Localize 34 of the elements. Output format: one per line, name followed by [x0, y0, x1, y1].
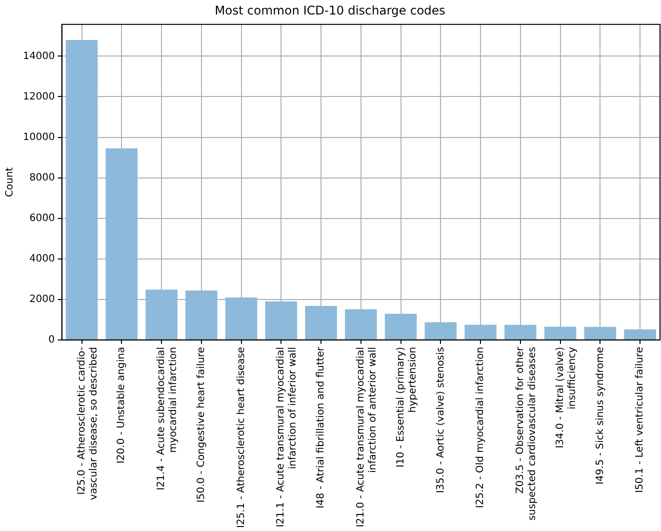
y-axis-title: Count [4, 167, 16, 197]
x-tick-label: I50.0 - Congestive heart failure [196, 346, 207, 503]
bar [265, 301, 298, 340]
bar [544, 326, 576, 340]
bar [464, 324, 496, 340]
bar [424, 322, 457, 340]
x-tick-label: I20.0 - Unstable angina [116, 346, 128, 464]
x-tick-label: I25.2 - Old myocardial infarction [475, 346, 486, 508]
chart-title: Most common ICD-10 discharge codes [214, 3, 446, 18]
y-tick-label: 0 [48, 334, 55, 346]
y-tick-label: 8000 [29, 172, 55, 184]
bar [305, 306, 337, 340]
bar [504, 324, 536, 340]
bar [185, 290, 218, 340]
bar [624, 329, 656, 340]
y-tick-label: 14000 [23, 50, 55, 62]
bar [146, 290, 178, 340]
y-tick-label: 2000 [29, 294, 55, 305]
x-tick-label: I25.0 - Atherosclerotic cardio- vascular disease, so described [76, 346, 100, 500]
y-tick-label: 6000 [29, 212, 55, 224]
bar [584, 326, 616, 340]
bar [344, 309, 377, 340]
x-tick-label: I35.0 - Aortic (valve) stenosis [435, 346, 446, 494]
bar [384, 314, 417, 340]
bar [66, 40, 98, 340]
x-tick-label: I25.1 - Atherosclerotic heart disease [236, 346, 247, 528]
bar [106, 148, 138, 340]
bar [225, 298, 258, 340]
x-tick-label: I50.1 - Left ventricular failure [634, 346, 646, 493]
x-tick-label: I49.5 - Sick sinus syndrome [594, 346, 606, 484]
y-tick-label: 10000 [23, 132, 55, 143]
x-tick-label: I48 - Atrial fibrillation and flutter [316, 346, 327, 508]
y-tick-label: 12000 [23, 91, 55, 102]
y-tick-label: 4000 [29, 253, 55, 264]
